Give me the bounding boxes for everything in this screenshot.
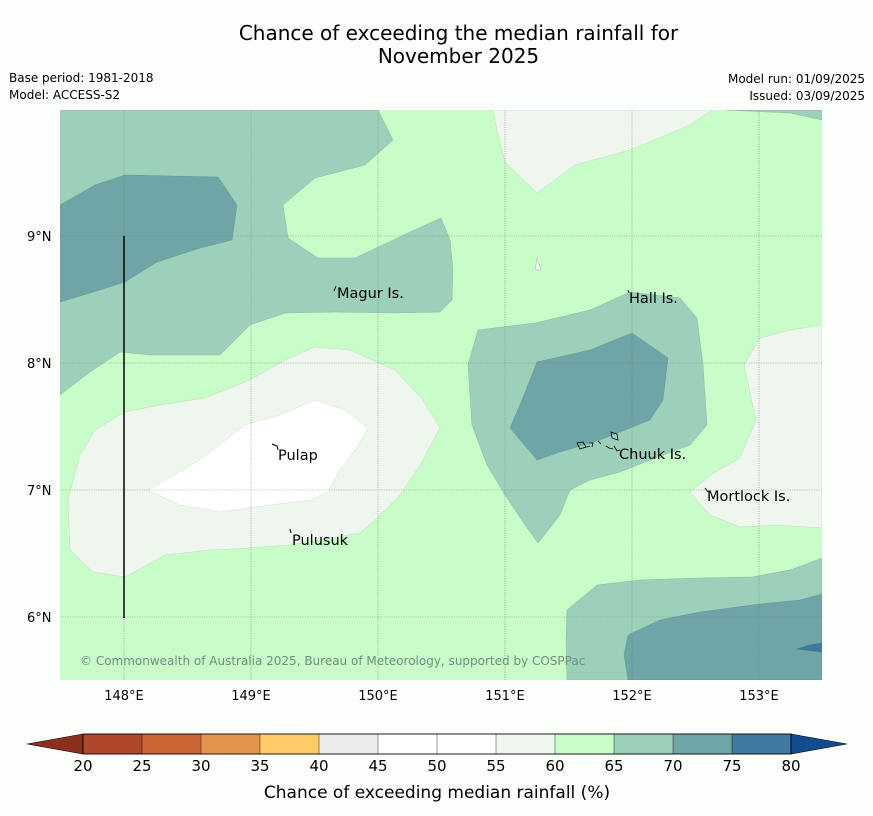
place-label-magur: Magur Is.	[337, 286, 404, 302]
place-label-hall: Hall Is.	[629, 291, 678, 307]
colorbar-segment-20-25	[82, 733, 143, 755]
contour-island-speck	[534, 257, 542, 271]
colorbar-segment-70-75	[672, 733, 733, 755]
lat-label-8n: 8°N	[27, 357, 52, 372]
colorbar-segment-55-60	[495, 733, 556, 755]
lon-label-153e: 153°E	[739, 689, 779, 704]
contour-75-80-southeast	[796, 642, 822, 653]
island-markers	[271, 285, 709, 534]
colorbar-tick-45: 45	[368, 757, 387, 775]
colorbar-under-arrow	[26, 733, 84, 755]
lat-label-9n: 9°N	[27, 230, 52, 245]
issued-date: Issued: 03/09/2025	[749, 89, 865, 103]
colorbar-tick-35: 35	[250, 757, 269, 775]
place-label-pulap: Pulap	[278, 448, 318, 464]
colorbar-segment-45-50	[377, 733, 438, 755]
colorbar-segment-50-55	[436, 733, 497, 755]
title-line-1: Chance of exceeding the median rainfall …	[238, 21, 679, 45]
lat-label-7n: 7°N	[27, 484, 52, 499]
colorbar-tick-40: 40	[309, 757, 328, 775]
colorbar-segment-65-70	[613, 733, 674, 755]
island-hall	[627, 289, 630, 294]
colorbar-segments	[82, 733, 792, 755]
colorbar-segment-40-45	[318, 733, 379, 755]
colorbar-segment-35-40	[259, 733, 320, 755]
meta-right: Model run: 01/09/2025 Issued: 03/09/2025	[728, 71, 865, 105]
base-period: Base period: 1981-2018	[9, 71, 154, 85]
lon-label-151e: 151°E	[485, 689, 525, 704]
colorbar-tick-75: 75	[722, 757, 741, 775]
meta-left: Base period: 1981-2018 Model: ACCESS-S2	[9, 70, 154, 104]
contour-55-60-east	[689, 324, 822, 529]
model-name: Model: ACCESS-S2	[9, 88, 121, 102]
place-label-mortlock: Mortlock Is.	[707, 489, 790, 505]
colorbar-tick-55: 55	[486, 757, 505, 775]
colorbar-segment-75-80	[731, 733, 792, 755]
place-label-chuuk: Chuuk Is.	[619, 447, 686, 463]
contour-55-60-north	[492, 110, 713, 194]
colorbar: 20 25 30 35 40 45 50 55 60 65 70 75 80	[26, 733, 848, 775]
colorbar-tick-60: 60	[545, 757, 564, 775]
contour-70-75-northwest	[60, 174, 238, 303]
island-magur	[333, 285, 337, 292]
colorbar-segment-30-35	[200, 733, 261, 755]
island-chuuk	[576, 431, 621, 452]
colorbar-outline	[82, 733, 792, 755]
place-label-pulusuk: Pulusuk	[292, 533, 349, 549]
island-mortlock	[704, 487, 709, 493]
lon-label-152e: 152°E	[612, 689, 652, 704]
island-pulap	[271, 443, 279, 451]
colorbar-segment-25-30	[141, 733, 202, 755]
colorbar-over-arrow	[790, 733, 848, 755]
model-run: Model run: 01/09/2025	[727, 72, 865, 86]
colorbar-tick-70: 70	[663, 757, 682, 775]
colorbar-tick-30: 30	[191, 757, 210, 775]
colorbar-tick-80: 80	[781, 757, 800, 775]
copyright-notice: © Commonwealth of Australia 2025, Bureau…	[80, 654, 585, 668]
colorbar-tick-65: 65	[604, 757, 623, 775]
colorbar-label: Chance of exceeding median rainfall (%)	[264, 783, 610, 803]
page-title: Chance of exceeding the median rainfall …	[0, 22, 873, 68]
lon-label-148e: 148°E	[104, 689, 144, 704]
contour-70-75-southeast	[623, 593, 822, 680]
map-area	[60, 110, 822, 680]
title-line-2: November 2025	[377, 44, 540, 68]
contour-65-70-northeast-corner	[725, 110, 822, 121]
contour-50-55-west	[147, 399, 369, 513]
colorbar-segment-60-65	[554, 733, 615, 755]
lon-label-149e: 149°E	[231, 689, 271, 704]
island-pulusuk	[289, 528, 292, 534]
lat-label-6n: 6°N	[27, 611, 52, 626]
colorbar-ticks: 20 25 30 35 40 45 50 55 60 65 70 75 80	[73, 757, 800, 775]
colorbar-tick-25: 25	[132, 757, 151, 775]
contour-70-75-centre	[509, 332, 669, 461]
colorbar-tick-50: 50	[427, 757, 446, 775]
colorbar-tick-20: 20	[73, 757, 92, 775]
lon-label-150e: 150°E	[358, 689, 398, 704]
